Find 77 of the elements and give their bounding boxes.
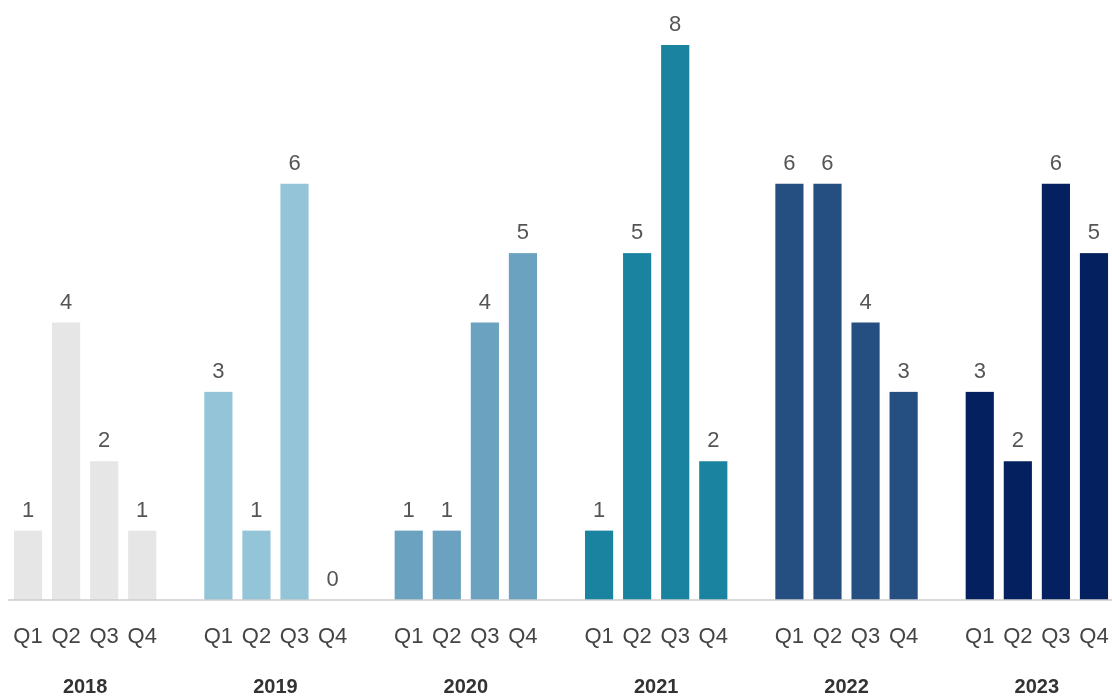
bar <box>965 391 994 600</box>
data-label: 3 <box>897 357 910 383</box>
data-label: 6 <box>1049 149 1063 175</box>
bar <box>508 253 538 600</box>
x-tick-label: Q2 <box>432 623 462 648</box>
data-label: 1 <box>136 496 149 522</box>
text: 2023 <box>1014 675 1060 697</box>
bar <box>242 530 271 600</box>
data-label: 5 <box>1087 219 1101 245</box>
x-tick-label: Q3 <box>850 623 881 648</box>
bar <box>813 183 842 600</box>
x-tick-label: Q4 <box>698 623 728 648</box>
bar <box>661 45 690 600</box>
bar <box>280 183 309 600</box>
data-label: 1 <box>592 496 606 522</box>
data-label: 2 <box>707 427 720 453</box>
bar <box>623 253 652 600</box>
x-tick-label: Q2 <box>51 623 81 648</box>
x-tick-label: Q2 <box>812 623 843 648</box>
bar <box>851 322 880 600</box>
text: 2020 <box>443 675 489 697</box>
x-tick-label: Q1 <box>394 623 424 648</box>
data-label: 6 <box>783 149 796 175</box>
x-tick-label: Q4 <box>508 623 538 648</box>
data-label: 4 <box>478 288 491 314</box>
data-label: 2 <box>98 427 111 453</box>
bar <box>128 530 157 600</box>
bar <box>584 530 614 600</box>
data-label: 4 <box>859 288 872 314</box>
bar <box>1003 461 1032 600</box>
x-tick-label: Q3 <box>279 623 310 648</box>
data-label: 0 <box>326 566 339 591</box>
x-tick-label: Q1 <box>203 623 234 648</box>
bar <box>90 461 119 600</box>
x-tick-label: Q1 <box>584 623 614 648</box>
data-label: 5 <box>516 219 530 245</box>
x-tick-label: Q2 <box>241 623 272 648</box>
data-label: 1 <box>402 496 415 522</box>
data-label: 6 <box>821 149 834 175</box>
data-label: 3 <box>973 357 986 383</box>
text: 2019 <box>253 675 298 697</box>
data-label: 8 <box>669 11 682 36</box>
x-tick-label: Q2 <box>622 623 652 648</box>
x-tick-label: Q2 <box>1003 623 1033 648</box>
bar <box>394 530 423 600</box>
bar <box>775 183 804 600</box>
data-label: 4 <box>59 288 73 314</box>
bar <box>52 322 81 600</box>
bar <box>432 530 461 600</box>
text: 2018 <box>62 675 108 697</box>
x-tick-label: Q3 <box>1041 623 1071 648</box>
data-label: 2 <box>1011 427 1024 453</box>
bar <box>1079 253 1109 600</box>
text: 2022 <box>824 675 869 697</box>
data-label: 1 <box>440 496 453 522</box>
data-label: 3 <box>212 357 225 383</box>
data-label: 1 <box>250 496 263 522</box>
bar <box>13 530 43 600</box>
x-tick-label: Q3 <box>660 623 690 648</box>
text: 2021 <box>633 675 679 697</box>
data-label: 5 <box>631 219 644 245</box>
bar <box>889 391 918 600</box>
bar <box>699 461 728 600</box>
x-tick-label: Q3 <box>470 623 500 648</box>
x-tick-label: Q1 <box>13 623 43 648</box>
x-tick-label: Q1 <box>965 623 995 648</box>
bar <box>470 322 499 600</box>
x-tick-label: Q1 <box>774 623 805 648</box>
x-tick-label: Q3 <box>89 623 119 648</box>
x-tick-label: Q4 <box>888 623 919 648</box>
x-tick-label: Q4 <box>317 623 348 648</box>
data-label: 6 <box>288 149 301 175</box>
bar <box>1041 183 1070 600</box>
data-label: 1 <box>21 496 35 522</box>
bar <box>204 391 233 600</box>
x-tick-label: Q4 <box>1079 623 1109 648</box>
x-tick-label: Q4 <box>127 623 157 648</box>
